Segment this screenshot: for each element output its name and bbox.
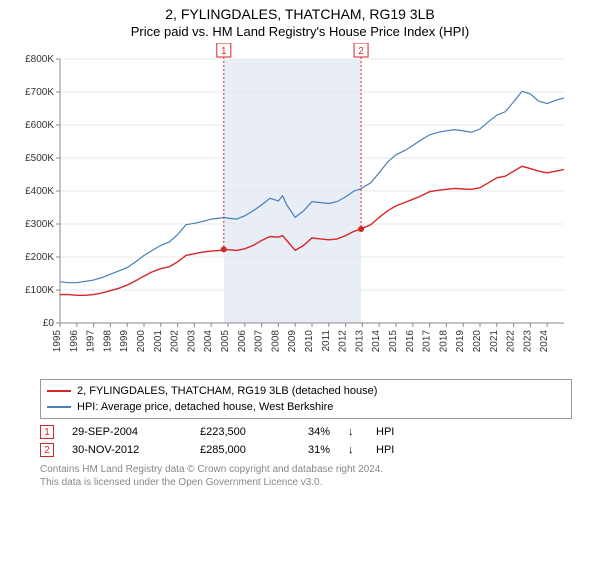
transaction-price: £223,500	[200, 426, 290, 438]
chart-subtitle: Price paid vs. HM Land Registry's House …	[0, 24, 600, 39]
chart-area: £0 £100K £200K £300K £400K £500K £600K £700K £80…	[10, 43, 590, 373]
transaction-date: 29-SEP-2004	[72, 426, 182, 438]
y-tick-label: £500K	[25, 153, 54, 164]
chart-title: 2, FYLINGDALES, THATCHAM, RG19 3LB	[0, 6, 600, 22]
x-tick-label: 2005	[220, 330, 231, 353]
x-tick-label: 1995	[52, 330, 63, 353]
legend-swatch	[47, 406, 71, 408]
x-tick-label: 2019	[455, 330, 466, 353]
transaction-date: 30-NOV-2012	[72, 444, 182, 456]
x-tick-label: 2002	[170, 330, 181, 353]
x-tick-label: 1999	[119, 330, 130, 353]
legend-swatch	[47, 390, 71, 392]
x-tick-label: 1996	[69, 330, 80, 353]
x-tick-label: 2010	[304, 330, 315, 353]
x-tick-label: 2007	[254, 330, 265, 353]
marker-point-2	[358, 226, 364, 232]
x-tick-label: 2015	[388, 330, 399, 353]
legend-row: HPI: Average price, detached house, West…	[47, 399, 565, 415]
x-tick-label: 1997	[86, 330, 97, 353]
x-tick-label: 2013	[354, 330, 365, 353]
legend-box: 2, FYLINGDALES, THATCHAM, RG19 3LB (deta…	[40, 379, 572, 419]
marker-label-2: 2	[358, 46, 364, 57]
chart-container: 2, FYLINGDALES, THATCHAM, RG19 3LB Price…	[0, 6, 600, 566]
y-tick-label: £200K	[25, 252, 54, 263]
x-tick-label: 2006	[237, 330, 248, 353]
x-tick-label: 2024	[539, 330, 550, 353]
footer-line-1: Contains HM Land Registry data © Crown c…	[40, 463, 572, 476]
transaction-marker-number: 1	[40, 425, 54, 439]
x-tick-label: 2012	[338, 330, 349, 353]
y-tick-label: £600K	[25, 120, 54, 131]
x-tick-label: 2017	[422, 330, 433, 353]
transaction-row: 1 29-SEP-2004 £223,500 34% ↓ HPI	[40, 423, 572, 441]
transactions-table: 1 29-SEP-2004 £223,500 34% ↓ HPI 2 30-NOV-2012 £…	[40, 423, 572, 459]
y-tick-label: £800K	[25, 54, 54, 65]
transaction-hpi-label: HPI	[376, 444, 406, 456]
line-chart-svg: £0 £100K £200K £300K £400K £500K £600K £700K £80…	[10, 43, 570, 373]
marker-point-1	[221, 246, 227, 252]
y-tick-label: £300K	[25, 219, 54, 230]
x-tick-label: 2003	[186, 330, 197, 353]
x-tick-label: 2004	[203, 330, 214, 353]
legend-row: 2, FYLINGDALES, THATCHAM, RG19 3LB (deta…	[47, 383, 565, 399]
y-tick-label: £100K	[25, 285, 54, 296]
transaction-row: 2 30-NOV-2012 £285,000 31% ↓ HPI	[40, 441, 572, 459]
x-tick-label: 2023	[522, 330, 533, 353]
down-arrow-icon: ↓	[348, 444, 358, 456]
y-tick-label: £700K	[25, 87, 54, 98]
x-tick-label: 2020	[472, 330, 483, 353]
x-tick-label: 2018	[438, 330, 449, 353]
marker-label-1: 1	[221, 46, 227, 57]
x-tick-label: 2009	[287, 330, 298, 353]
transaction-price: £285,000	[200, 444, 290, 456]
down-arrow-icon: ↓	[348, 426, 358, 438]
transaction-marker-number: 2	[40, 443, 54, 457]
transaction-hpi-label: HPI	[376, 426, 406, 438]
x-tick-label: 2021	[489, 330, 500, 353]
footer-attribution: Contains HM Land Registry data © Crown c…	[40, 463, 572, 489]
x-tick-label: 2008	[270, 330, 281, 353]
x-tick-label: 2016	[405, 330, 416, 353]
x-tick-label: 2022	[506, 330, 517, 353]
transaction-pct: 34%	[308, 426, 330, 438]
y-tick-label: £0	[43, 318, 55, 329]
x-tick-label: 2001	[153, 330, 164, 353]
x-tick-label: 1998	[102, 330, 113, 353]
x-tick-label: 2000	[136, 330, 147, 353]
x-tick-label: 2014	[371, 330, 382, 353]
legend-label: 2, FYLINGDALES, THATCHAM, RG19 3LB (deta…	[77, 385, 377, 397]
legend-label: HPI: Average price, detached house, West…	[77, 401, 333, 413]
footer-line-2: This data is licensed under the Open Gov…	[40, 476, 572, 489]
transaction-pct: 31%	[308, 444, 330, 456]
y-tick-label: £400K	[25, 186, 54, 197]
x-tick-label: 2011	[321, 330, 332, 352]
